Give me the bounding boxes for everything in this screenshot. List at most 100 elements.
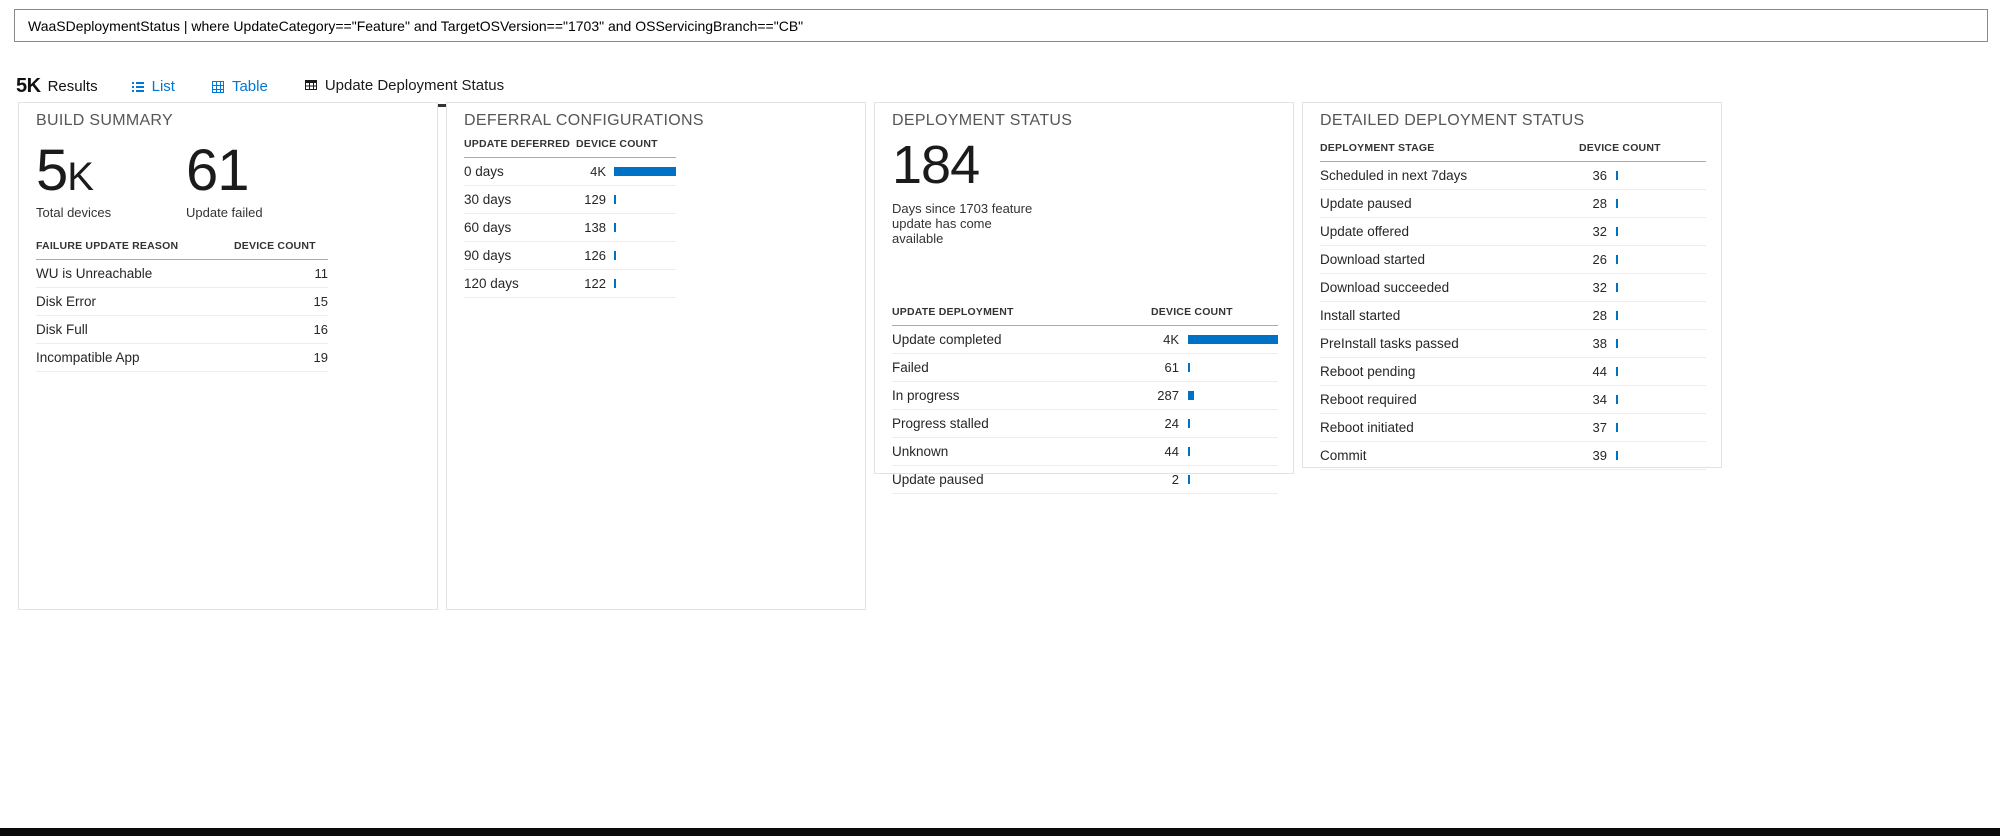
row-label: Scheduled in next 7days bbox=[1320, 168, 1468, 183]
deployment-stage-table: DEPLOYMENT STAGE DEVICE COUNT Scheduled … bbox=[1320, 142, 1706, 470]
row-value: 122 bbox=[584, 276, 606, 291]
list-icon bbox=[131, 81, 144, 92]
row-value: 15 bbox=[313, 294, 328, 309]
row-value: 287 bbox=[1157, 388, 1179, 403]
build-summary-card: BUILD SUMMARY 5K Total devices 61 Update… bbox=[18, 102, 438, 610]
results-label: Results bbox=[47, 78, 98, 95]
metric-value: 184 bbox=[892, 135, 980, 195]
row-label: Reboot pending bbox=[1320, 364, 1416, 379]
row-label: Reboot required bbox=[1320, 392, 1417, 407]
table-row[interactable]: Failed 61 bbox=[892, 354, 1278, 382]
bar bbox=[614, 251, 616, 260]
row-label: 60 days bbox=[464, 220, 512, 235]
build-summary-metrics: 5K Total devices 61 Update failed bbox=[36, 142, 420, 221]
table-row[interactable]: 120 days 122 bbox=[464, 270, 676, 298]
failure-reason-table: FAILURE UPDATE REASON DEVICE COUNT WU is… bbox=[36, 240, 328, 372]
row-label: 90 days bbox=[464, 248, 512, 263]
bar bbox=[1616, 227, 1618, 236]
metric-label: Days since 1703 feature update has come … bbox=[892, 201, 1033, 246]
table-row[interactable]: 60 days 138 bbox=[464, 214, 676, 242]
table-row[interactable]: Disk Full 16 bbox=[36, 316, 328, 344]
table-row[interactable]: Reboot pending 44 bbox=[1320, 358, 1706, 386]
table-row[interactable]: Update offered 32 bbox=[1320, 218, 1706, 246]
column-header: DEVICE COUNT bbox=[234, 240, 316, 252]
row-bar-track bbox=[606, 167, 676, 176]
table-row[interactable]: PreInstall tasks passed 38 bbox=[1320, 330, 1706, 358]
row-value: 39 bbox=[1592, 448, 1607, 463]
table-row[interactable]: Install started 28 bbox=[1320, 302, 1706, 330]
row-bar-track bbox=[1179, 447, 1278, 456]
table-row[interactable]: 90 days 126 bbox=[464, 242, 676, 270]
query-text[interactable]: WaaSDeploymentStatus | where UpdateCateg… bbox=[28, 17, 804, 34]
row-bar-track bbox=[1607, 451, 1706, 460]
row-value: 34 bbox=[1592, 392, 1607, 407]
bar bbox=[1616, 171, 1618, 180]
bar bbox=[1616, 451, 1618, 460]
table-row[interactable]: 30 days 129 bbox=[464, 186, 676, 214]
row-label: 30 days bbox=[464, 192, 512, 207]
table-row[interactable]: Progress stalled 24 bbox=[892, 410, 1278, 438]
row-bar-track bbox=[1179, 335, 1278, 344]
row-value: 138 bbox=[584, 220, 606, 235]
table-row[interactable]: WU is Unreachable 11 bbox=[36, 260, 328, 288]
row-value: 19 bbox=[313, 350, 328, 365]
row-label: 120 days bbox=[464, 276, 519, 291]
row-value: 32 bbox=[1592, 224, 1607, 239]
column-header: DEVICE COUNT bbox=[1151, 306, 1233, 318]
row-bar-track bbox=[1179, 475, 1278, 484]
row-label: PreInstall tasks passed bbox=[1320, 336, 1459, 351]
table-row[interactable]: Unknown 44 bbox=[892, 438, 1278, 466]
detailed-deployment-status-card: DETAILED DEPLOYMENT STATUS DEPLOYMENT ST… bbox=[1302, 102, 1722, 470]
bar bbox=[614, 167, 676, 176]
row-label: In progress bbox=[892, 388, 960, 403]
tab-list[interactable]: List bbox=[126, 70, 180, 107]
bar bbox=[1616, 199, 1618, 208]
metric-update-failed: 61 Update failed bbox=[186, 142, 336, 221]
card-title: DETAILED DEPLOYMENT STATUS bbox=[1320, 112, 1585, 129]
card-title: BUILD SUMMARY bbox=[36, 112, 173, 129]
table-header: DEPLOYMENT STAGE DEVICE COUNT bbox=[1320, 142, 1706, 162]
table-row[interactable]: Download succeeded 32 bbox=[1320, 274, 1706, 302]
taskbar-strip bbox=[0, 828, 2000, 836]
table-row[interactable]: Update completed 4K bbox=[892, 326, 1278, 354]
column-header: DEPLOYMENT STAGE bbox=[1320, 142, 1435, 154]
table-row[interactable]: Disk Error 15 bbox=[36, 288, 328, 316]
bar bbox=[1616, 283, 1618, 292]
row-bar-track bbox=[1607, 255, 1706, 264]
row-label: Download started bbox=[1320, 252, 1426, 267]
table-row[interactable]: Incompatible App 19 bbox=[36, 344, 328, 372]
metric-label: Total devices bbox=[36, 205, 112, 220]
row-label: Reboot initiated bbox=[1320, 420, 1414, 435]
table-row[interactable]: Download started 26 bbox=[1320, 246, 1706, 274]
row-label: Disk Full bbox=[36, 322, 88, 337]
table-row[interactable]: Scheduled in next 7days 36 bbox=[1320, 162, 1706, 190]
table-row[interactable]: Update paused 2 bbox=[892, 466, 1278, 494]
table-row[interactable]: Reboot initiated 37 bbox=[1320, 414, 1706, 442]
table-row[interactable]: Reboot required 34 bbox=[1320, 386, 1706, 414]
table-row[interactable]: Update paused 28 bbox=[1320, 190, 1706, 218]
query-bar[interactable]: WaaSDeploymentStatus | where UpdateCateg… bbox=[14, 9, 1988, 42]
metric-total-devices: 5K Total devices bbox=[36, 142, 186, 221]
table-row[interactable]: Commit 39 bbox=[1320, 442, 1706, 470]
table-header: FAILURE UPDATE REASON DEVICE COUNT bbox=[36, 240, 328, 260]
bar bbox=[1616, 423, 1618, 432]
cards-row: BUILD SUMMARY 5K Total devices 61 Update… bbox=[18, 102, 1722, 610]
status-grid-icon bbox=[304, 80, 317, 90]
bar bbox=[614, 223, 616, 232]
bar bbox=[1188, 363, 1190, 372]
row-value: 24 bbox=[1164, 416, 1179, 431]
row-label: WU is Unreachable bbox=[36, 266, 153, 281]
bar bbox=[614, 195, 616, 204]
row-value: 28 bbox=[1592, 308, 1607, 323]
row-value: 36 bbox=[1592, 168, 1607, 183]
row-label: Unknown bbox=[892, 444, 949, 459]
row-bar-track bbox=[606, 195, 676, 204]
table-row[interactable]: 0 days 4K bbox=[464, 158, 676, 186]
row-value: 4K bbox=[590, 164, 606, 179]
tab-table[interactable]: Table bbox=[206, 70, 273, 107]
row-bar-track bbox=[1607, 367, 1706, 376]
tab-label: Table bbox=[231, 78, 268, 95]
row-label: Disk Error bbox=[36, 294, 96, 309]
metric-label: Update failed bbox=[186, 205, 263, 220]
table-row[interactable]: In progress 287 bbox=[892, 382, 1278, 410]
